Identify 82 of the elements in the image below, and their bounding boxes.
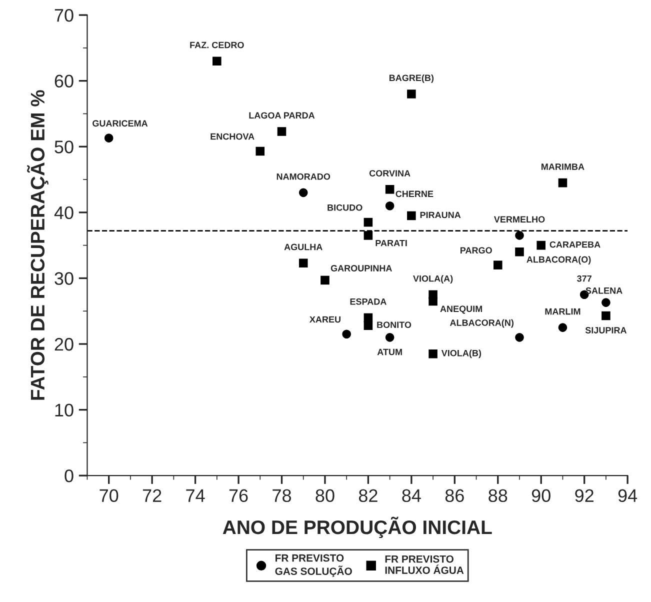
point <box>256 146 265 156</box>
x-tick-label: 70 <box>100 489 118 502</box>
legend-label: FR PREVISTO INFLUXO ÁGUA <box>385 555 464 574</box>
annotation: GUARICEMA <box>92 120 148 127</box>
legend-label: FR PREVISTO GAS SOLUÇÃO <box>275 554 352 578</box>
annotation: SIJUPIRA <box>585 327 627 334</box>
point <box>104 134 114 142</box>
point <box>298 188 308 198</box>
annotation: ESPADA <box>350 298 386 305</box>
point <box>493 260 502 270</box>
point <box>342 330 351 339</box>
annotation: VERMELHO <box>494 216 545 223</box>
annotation: CARAPEBA <box>550 241 600 248</box>
y-tick-label: 20 <box>54 338 74 351</box>
point <box>558 323 568 332</box>
annotation: NAMORADO <box>276 173 330 180</box>
point <box>364 231 373 240</box>
point <box>364 321 373 330</box>
annotation: GAROUPINHA <box>330 265 392 272</box>
y-tick-label: 70 <box>54 8 74 22</box>
annotation: ATUM <box>377 348 402 356</box>
point <box>385 333 394 342</box>
point <box>364 218 373 227</box>
annotation: BONITO <box>377 322 412 328</box>
x-tick-label: 74 <box>186 489 205 502</box>
y-tick-label: 0 <box>64 470 74 482</box>
point <box>407 211 416 220</box>
y-tick-label: 30 <box>54 272 74 285</box>
annotation: VIOLA(B) <box>441 350 482 358</box>
annotation: PIRAUNA <box>420 212 461 218</box>
annotation: MARIMBA <box>542 164 584 170</box>
point <box>536 240 546 250</box>
point <box>602 311 610 320</box>
x-tick-label: 78 <box>272 489 292 502</box>
x-tick-label: 84 <box>402 489 421 502</box>
annotation: PARGO <box>460 247 492 254</box>
point <box>515 248 524 256</box>
y-tick-label: 60 <box>54 74 74 88</box>
point <box>515 333 524 342</box>
y-tick-label: 10 <box>55 404 74 417</box>
point <box>558 178 568 188</box>
y-axis-title: FATOR DE RECUPERAÇÃO EM % <box>27 90 48 400</box>
x-tick-label: 88 <box>488 489 508 502</box>
x-tick-label: 82 <box>358 489 378 502</box>
x-tick-label: 72 <box>142 489 162 502</box>
annotation: AGULHA <box>284 244 322 250</box>
annotation: VIOLA(A) <box>413 275 453 284</box>
annotation: ANEQUIM <box>440 306 482 314</box>
point <box>515 231 524 240</box>
annotation: LAGOA PARDA <box>249 112 315 119</box>
annotation: MARLIM <box>545 308 580 315</box>
annotation: SALENA <box>586 287 622 294</box>
y-tick-label: 40 <box>54 206 74 220</box>
x-tick-label: 86 <box>445 489 464 502</box>
annotation: CHERNE <box>396 190 434 198</box>
point <box>298 258 308 268</box>
point <box>277 127 286 136</box>
annotation: ALBACORA(O) <box>526 256 591 264</box>
x-axis-title: ANO DE PRODUÇÃO INICIAL <box>222 516 492 538</box>
point <box>385 185 394 194</box>
point <box>428 349 438 358</box>
annotation: PARATI <box>376 240 407 246</box>
x-tick-label: 80 <box>316 489 334 502</box>
annotation: ENCHOVA <box>210 133 254 140</box>
annotation: BAGRE(B) <box>389 74 434 83</box>
x-tick-label: 76 <box>229 489 248 502</box>
y-tick-label: 50 <box>54 140 74 154</box>
point <box>407 90 416 98</box>
annotation: ALBACORA(N) <box>450 319 514 328</box>
x-tick-label: 90 <box>532 489 550 502</box>
point <box>602 298 610 307</box>
annotation: BICUDO <box>328 204 362 211</box>
x-tick-label: 94 <box>618 489 638 502</box>
annotation: 377 <box>577 275 592 282</box>
annotation: CORVINA <box>369 170 410 176</box>
annotation: FAZ. CEDRO <box>190 42 244 48</box>
point <box>385 201 394 210</box>
x-tick-label: 92 <box>575 489 594 502</box>
point <box>212 56 222 66</box>
point <box>320 276 330 285</box>
point <box>428 296 438 306</box>
annotation: XAREU <box>310 316 340 323</box>
